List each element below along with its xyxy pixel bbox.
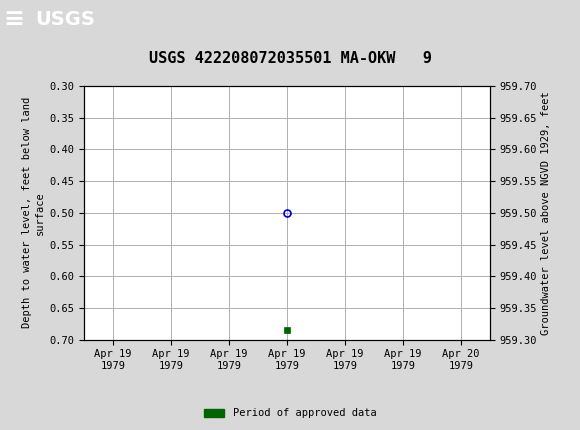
Text: ≡: ≡ (3, 7, 24, 31)
Text: USGS: USGS (35, 10, 95, 29)
Y-axis label: Depth to water level, feet below land
surface: Depth to water level, feet below land su… (22, 97, 45, 329)
Legend: Period of approved data: Period of approved data (200, 404, 380, 423)
Text: USGS 422208072035501 MA-OKW   9: USGS 422208072035501 MA-OKW 9 (148, 51, 432, 65)
Y-axis label: Groundwater level above NGVD 1929, feet: Groundwater level above NGVD 1929, feet (542, 91, 552, 335)
